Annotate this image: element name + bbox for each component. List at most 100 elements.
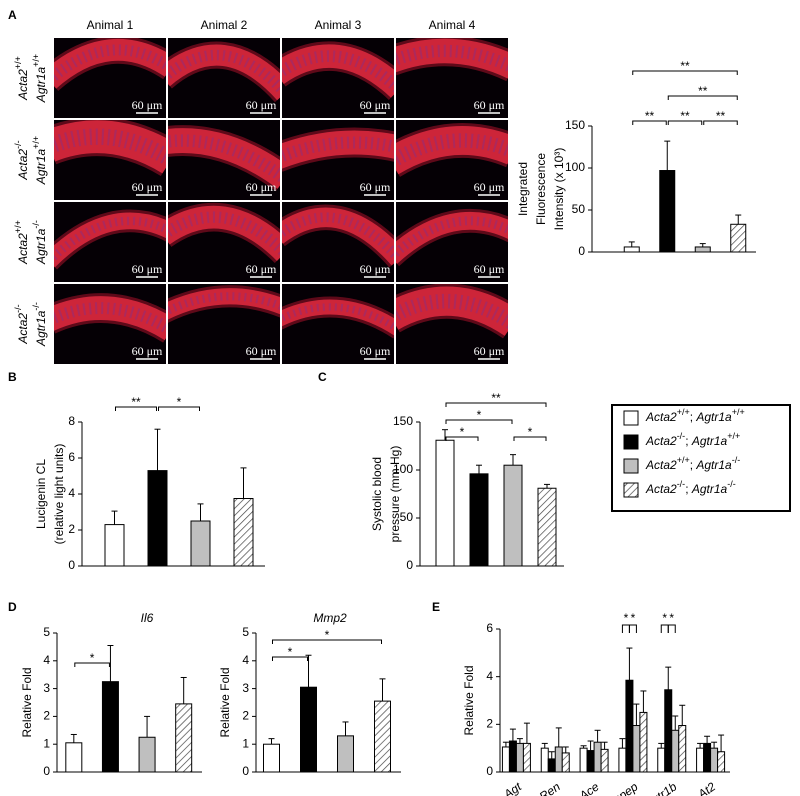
y-tick-label: 8 [68,414,75,428]
genotype-part: +/+ [13,56,23,69]
tissue [54,120,166,177]
column-header: Animal 4 [429,18,476,32]
genotype-part: ; [690,410,697,424]
y-axis-label: Lucigenin CL [34,459,48,529]
genotype-part: Acta2 [16,233,30,265]
tissue [282,127,394,172]
bar [694,246,711,253]
bar [537,487,557,567]
genotype-part: -/- [677,479,686,489]
y-axis-label: (relative light units) [52,444,66,545]
significance-label: ** [131,395,141,409]
significance-label: ** [491,391,501,405]
x-tick-label: Ace [576,779,602,796]
x-tick-label: Agt [500,779,524,796]
significance-bracket [158,406,200,411]
tissue-band [396,126,508,175]
legend-swatch [623,410,639,426]
y-tick-label: 4 [43,653,50,667]
genotype-part: ; [690,458,697,472]
tissue [168,285,280,323]
y-tick-label: 2 [68,522,75,536]
scale-bar-label: 60 μm [474,344,505,358]
tissue-band [282,130,394,169]
bar [664,689,673,773]
bar [515,742,524,773]
genotype-label: Acta2-/- [13,304,30,344]
significance-bracket [445,402,547,407]
y-tick-label: 2 [486,717,493,731]
genotype-label: Acta2+/+; Agtr1a-/- [645,455,740,472]
y-tick-label: 5 [242,625,249,639]
bar [586,750,595,773]
tissue-band [168,205,280,262]
bar [233,498,254,567]
x-tick-label: At2 [695,779,719,796]
genotype-part: +/+ [727,431,740,441]
tissue [54,38,166,92]
tissue-band [54,39,166,89]
genotype-part: -/- [732,455,741,465]
bar [540,747,549,773]
genotype-label: Acta2+/+ [13,220,30,265]
genotype-part: Agtr1a [34,149,48,186]
panel-label: C [318,370,327,384]
genotype-part: Acta2 [645,434,677,448]
y-tick-label: 150 [565,118,585,132]
bar [147,470,168,567]
x-tick-label: Ren [537,779,563,796]
tissue-band [54,120,166,174]
genotype-part: -/- [13,140,23,149]
genotype-part: Acta2 [16,313,30,345]
y-tick-label: 6 [486,621,493,635]
legend-box [611,404,791,512]
bar [625,679,634,773]
y-tick-label: 50 [572,202,586,216]
scale-bar-label: 60 μm [360,344,391,358]
significance-label: ** [645,109,655,123]
genotype-part: Acta2 [645,458,677,472]
significance-bracket [660,624,669,633]
significance-label: * [288,645,293,659]
tissue-band [168,44,280,101]
significance-label: * [631,611,636,625]
column-header: Animal 3 [315,18,362,32]
panel-label: E [432,600,440,614]
tissue-nuclei [168,49,280,96]
significance-bracket [667,624,676,633]
bar [522,742,531,773]
tissue-band [282,299,394,336]
bar [710,747,719,773]
y-tick-label: 100 [565,160,585,174]
y-tick-label: 100 [393,462,413,476]
bar [632,725,641,773]
tissue-band [396,38,508,79]
tissue [282,41,394,101]
bar [508,740,517,773]
genotype-part: -/- [31,302,41,311]
y-axis-label: Systolic blood [370,457,384,531]
tissue [168,125,280,192]
genotype-label: Acta2-/-; Agtr1a+/+ [645,431,740,448]
genotype-part: Agtr1a [691,482,728,496]
genotype-part: ; [685,434,692,448]
genotype-part: +/+ [677,407,690,417]
y-axis-label: Intensity (x 10³) [552,148,566,231]
scale-bar-label: 60 μm [360,98,391,112]
significance-label: * [460,425,465,439]
bar [639,711,648,773]
scale-bar-label: 60 μm [132,98,163,112]
genotype-part: ; [685,482,692,496]
significance-label: * [528,425,533,439]
significance-label: ** [680,59,690,73]
genotype-label: Acta2-/-; Agtr1a-/- [645,479,736,496]
significance-bracket [272,656,308,661]
y-axis-label: Relative Fold [218,667,232,737]
tissue [396,284,508,339]
bar [175,703,193,773]
scale-bar-label: 60 μm [474,180,505,194]
significance-label: ** [698,84,708,98]
genotype-part: Acta2 [645,410,677,424]
genotype-part: Agtr1a [695,410,732,424]
